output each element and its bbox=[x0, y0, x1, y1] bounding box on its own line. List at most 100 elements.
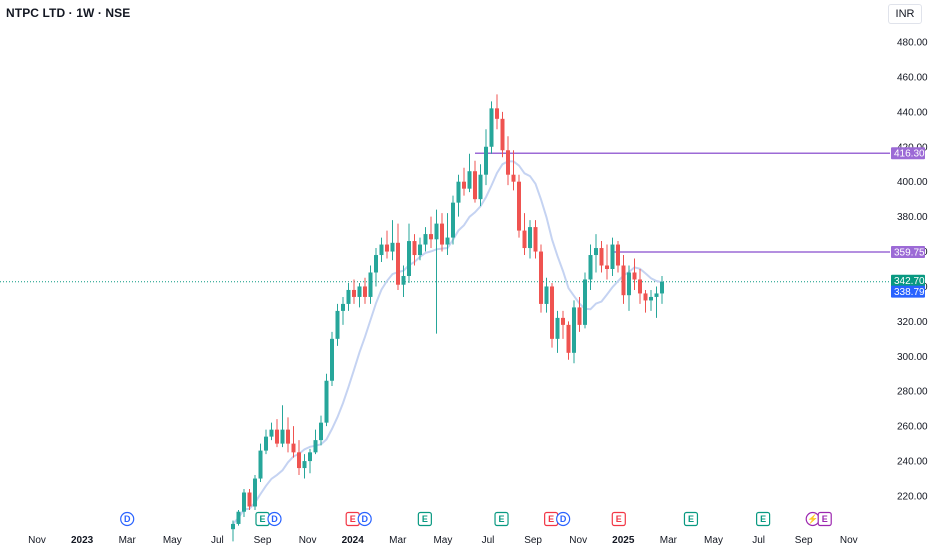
level-price-label-bg bbox=[891, 147, 925, 160]
candle bbox=[247, 489, 252, 510]
candle bbox=[654, 286, 659, 318]
candle bbox=[286, 417, 290, 453]
x-tick-label: Mar bbox=[660, 535, 678, 546]
price-axis[interactable]: 480.00460.00440.00420.00400.00380.00360.… bbox=[897, 38, 928, 503]
event-marker-split[interactable]: ⚡ E bbox=[805, 511, 832, 527]
candle bbox=[445, 213, 450, 256]
x-tick-label: Jul bbox=[752, 535, 765, 546]
candle bbox=[632, 258, 637, 290]
candle bbox=[297, 440, 301, 476]
time-axis[interactable]: Nov 2023 Mar May Jul Sep Nov 2024 Mar May Jul Sep No… bbox=[28, 535, 858, 546]
chart-title: NTPC LTD · 1W · NSE bbox=[6, 6, 131, 20]
x-tick-label: 2024 bbox=[342, 535, 365, 546]
x-tick-label: Nov bbox=[840, 535, 858, 546]
candle bbox=[407, 223, 411, 283]
currency-button[interactable]: INR bbox=[888, 4, 922, 24]
candle bbox=[423, 227, 428, 252]
event-marker-dividend[interactable]: D bbox=[120, 511, 135, 527]
candle bbox=[583, 272, 587, 329]
candle bbox=[500, 111, 505, 158]
candle bbox=[605, 244, 609, 280]
event-letter: E bbox=[259, 514, 265, 524]
candle bbox=[660, 275, 664, 304]
event-marker-earnings-up[interactable]: E bbox=[683, 511, 699, 527]
candle bbox=[594, 234, 598, 273]
ma-value-label-bg bbox=[891, 285, 925, 298]
candle bbox=[621, 255, 626, 304]
candle bbox=[401, 265, 406, 297]
event-markers[interactable]: D E D E D E E E D E E E ⚡ E bbox=[120, 511, 832, 527]
candle bbox=[478, 164, 483, 207]
event-letter: E bbox=[688, 514, 694, 524]
event-letter: E bbox=[422, 514, 428, 524]
x-tick-label: Nov bbox=[28, 535, 46, 546]
x-tick-label: Sep bbox=[795, 535, 813, 546]
candle bbox=[627, 265, 631, 311]
candle bbox=[599, 241, 604, 273]
candle bbox=[539, 244, 543, 313]
x-tick-label: Mar bbox=[389, 535, 407, 546]
candle bbox=[346, 282, 351, 311]
candle bbox=[467, 153, 472, 193]
event-letter: E bbox=[350, 514, 356, 524]
candle bbox=[561, 310, 565, 339]
x-tick-label: May bbox=[704, 535, 723, 546]
candle bbox=[418, 237, 422, 261]
candle bbox=[396, 223, 400, 290]
candle bbox=[258, 443, 263, 483]
candle bbox=[236, 509, 241, 526]
event-marker-earnings-down[interactable]: E bbox=[611, 511, 626, 527]
candle bbox=[429, 216, 433, 249]
candle bbox=[533, 220, 538, 259]
candle bbox=[390, 220, 395, 261]
candle bbox=[649, 289, 653, 311]
event-marker-earnings-up[interactable]: E bbox=[417, 511, 432, 527]
candle bbox=[517, 174, 521, 238]
x-tick-label: 2025 bbox=[612, 535, 635, 546]
event-letter: D bbox=[361, 514, 368, 524]
x-tick-label: May bbox=[433, 535, 452, 546]
y-tick-label: 240.00 bbox=[897, 457, 928, 468]
candle bbox=[616, 241, 620, 273]
event-letter: D bbox=[271, 514, 278, 524]
event-letter: E bbox=[822, 514, 828, 524]
last-price-label-bg bbox=[891, 274, 925, 287]
candle bbox=[473, 160, 477, 203]
y-tick-label: 260.00 bbox=[897, 422, 928, 433]
candle bbox=[511, 150, 516, 191]
candle bbox=[231, 520, 235, 542]
candle bbox=[357, 282, 362, 308]
y-tick-label: 300.00 bbox=[897, 352, 928, 363]
x-tick-label: Sep bbox=[254, 535, 272, 546]
candle bbox=[308, 448, 312, 474]
candle bbox=[319, 415, 323, 446]
y-tick-label: 380.00 bbox=[897, 212, 928, 223]
candle bbox=[291, 426, 296, 458]
candle bbox=[313, 429, 318, 455]
candle bbox=[456, 174, 461, 217]
y-tick-label: 400.00 bbox=[897, 177, 928, 188]
event-marker-earnings-up[interactable]: E bbox=[494, 511, 509, 527]
x-tick-label: Mar bbox=[119, 535, 137, 546]
x-tick-label: Jul bbox=[211, 535, 224, 546]
candle bbox=[434, 209, 439, 334]
candle bbox=[588, 244, 593, 290]
horizontal-levels bbox=[0, 152, 890, 283]
candle bbox=[253, 475, 257, 510]
candle bbox=[368, 265, 373, 304]
candle bbox=[412, 234, 417, 266]
candle bbox=[638, 269, 642, 304]
y-tick-label: 320.00 bbox=[897, 317, 928, 328]
event-marker-earnings-up[interactable]: E bbox=[756, 511, 771, 527]
candle bbox=[352, 279, 356, 304]
candle bbox=[451, 195, 455, 245]
candle bbox=[379, 237, 384, 263]
candle bbox=[566, 321, 571, 360]
level-price-label: 359.75 bbox=[894, 247, 925, 258]
candle bbox=[264, 429, 268, 455]
